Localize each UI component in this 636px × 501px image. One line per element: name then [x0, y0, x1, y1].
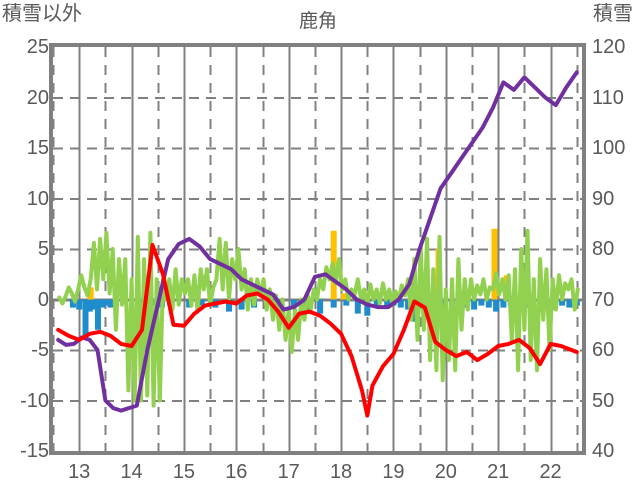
- chart-title: 鹿角: [298, 11, 337, 32]
- x-tick-label: 13: [68, 461, 91, 483]
- bar: [364, 299, 371, 316]
- bar: [95, 299, 101, 330]
- x-tick-label: 16: [225, 461, 248, 483]
- bar: [384, 299, 391, 306]
- bar: [317, 299, 324, 314]
- series-red-series: [56, 243, 579, 418]
- y-right-tick-label: 50: [592, 389, 615, 412]
- bar: [290, 299, 297, 306]
- bar: [354, 299, 361, 314]
- x-tick-label: 15: [172, 461, 196, 483]
- bar: [397, 299, 404, 308]
- right-axis-title: 積雪: [593, 3, 633, 25]
- plot-area: [49, 43, 586, 455]
- bar: [99, 299, 106, 308]
- bar: [226, 299, 232, 312]
- y-left-tick-label: -10: [20, 389, 49, 412]
- bar: [340, 293, 347, 300]
- bar: [493, 299, 500, 312]
- y-left-tick-label: 0: [37, 288, 49, 311]
- bar: [90, 299, 97, 310]
- bar: [69, 299, 76, 308]
- y-left-tick-label: 20: [26, 86, 49, 109]
- bar: [76, 299, 83, 310]
- bar: [559, 299, 566, 306]
- series-green-series: [57, 228, 580, 408]
- x-tick-label: 22: [539, 461, 562, 483]
- x-tick-label: 19: [382, 461, 405, 483]
- y-right-tick-label: 110: [592, 86, 624, 109]
- y-left-tick-label: 10: [26, 187, 49, 210]
- bar: [471, 299, 478, 310]
- chart-canvas: [53, 47, 582, 451]
- x-tick-label: 14: [120, 461, 143, 483]
- y-left-tick-label: -5: [31, 339, 49, 361]
- bar: [86, 299, 93, 312]
- y-right-tick-label: 70: [592, 288, 615, 311]
- bar: [478, 299, 485, 306]
- bar: [87, 287, 94, 300]
- bar: [238, 299, 245, 310]
- bar: [330, 299, 337, 308]
- bar: [343, 299, 350, 306]
- x-tick-label: 17: [277, 461, 300, 483]
- bar: [485, 299, 492, 308]
- y-right-tick-label: 40: [592, 440, 615, 462]
- y-right-tick-label: 120: [592, 36, 626, 58]
- y-left-tick-label: -15: [20, 440, 49, 462]
- series-purple-series: [56, 70, 579, 413]
- plot-inner: [53, 47, 582, 451]
- left-axis-title: 積雪以外: [2, 3, 82, 25]
- y-right-tick-label: 80: [592, 238, 615, 260]
- bar: [491, 228, 498, 300]
- x-tick-label: 20: [434, 461, 457, 483]
- y-left-tick-label: 5: [37, 238, 49, 260]
- bar: [107, 299, 114, 308]
- y-right-tick-label: 90: [592, 187, 615, 210]
- bar: [566, 299, 573, 308]
- bar: [103, 299, 110, 306]
- x-tick-label: 18: [329, 461, 353, 483]
- y-left-tick-label: 25: [26, 36, 49, 58]
- x-tick-label: 21: [487, 461, 510, 483]
- bar: [198, 299, 205, 306]
- bar: [500, 299, 507, 308]
- bar: [373, 299, 380, 308]
- y-right-tick-label: 60: [592, 339, 615, 361]
- y-right-tick-label: 100: [592, 137, 626, 159]
- bar: [82, 299, 89, 338]
- y-left-tick-label: 15: [26, 137, 49, 159]
